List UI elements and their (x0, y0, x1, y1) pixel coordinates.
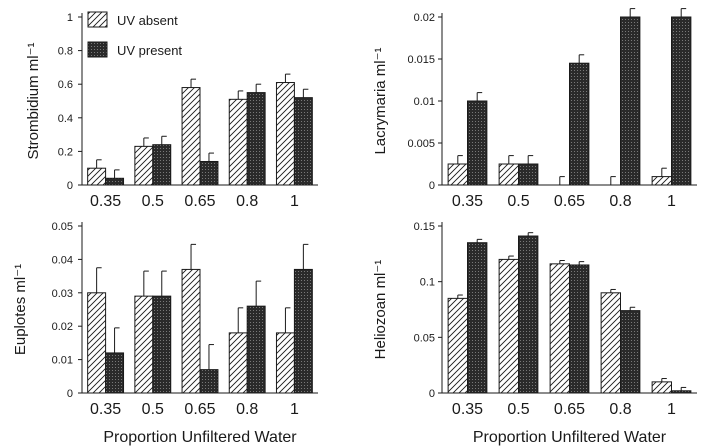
x-tick-label: 1 (290, 401, 299, 418)
bar-uv-present (152, 295, 172, 394)
bar-uv-absent (228, 98, 248, 186)
bar-uv-absent (651, 176, 672, 186)
x-tick-label: 1 (667, 401, 676, 418)
legend: UV absent UV present (87, 11, 182, 58)
bar-uv-absent (651, 381, 672, 394)
y-axis-label: Strombidium ml⁻¹ (25, 42, 42, 159)
bar-uv-present (199, 369, 219, 394)
bar-uv-present (518, 163, 539, 186)
y-axis-label: Lacrymaria ml⁻¹ (372, 47, 389, 154)
bar-uv-present (518, 235, 539, 394)
y-tick-label: 0.02 (52, 321, 73, 333)
bar-uv-absent (600, 292, 621, 394)
bar-uv-present (671, 390, 692, 394)
x-tick-label: 0.8 (236, 401, 258, 418)
x-tick-label: 0.5 (142, 193, 164, 210)
bar-uv-absent (498, 258, 519, 394)
y-tick-label: 0.6 (58, 79, 73, 91)
y-tick-label: 0.8 (58, 46, 73, 58)
y-tick-label: 0.05 (414, 332, 435, 344)
bar-uv-absent (87, 167, 107, 186)
x-axis-label: Proportion Unfiltered Water (473, 429, 667, 446)
x-axis-label: Proportion Unfiltered Water (103, 429, 297, 446)
y-tick-label: 0.05 (52, 221, 73, 233)
y-tick-label: 0.015 (407, 54, 435, 66)
bar-uv-absent (87, 292, 107, 394)
legend-label-uv-absent: UV absent (117, 13, 178, 28)
bar-uv-absent (275, 332, 295, 394)
x-tick-label: 0.5 (142, 401, 164, 418)
x-tick-label: 0.65 (184, 401, 215, 418)
x-tick-label: 0.65 (554, 193, 585, 210)
x-tick-label: 1 (290, 193, 299, 210)
bar-uv-absent (447, 163, 468, 186)
y-tick-label: 0.01 (52, 355, 73, 367)
y-tick-label: 1 (67, 12, 73, 24)
bar-uv-present (569, 264, 590, 394)
bar-uv-absent (228, 332, 248, 394)
y-tick-label: 0.03 (52, 288, 73, 300)
bar-uv-absent (549, 263, 570, 394)
panel-lacrymaria: 0 0.005 0.01 0.015 0.02 Lacrymaria ml⁻¹ 0.35 0.… (372, 8, 697, 210)
bar-uv-present (671, 16, 692, 186)
x-tick-label: 0.8 (609, 193, 631, 210)
bar-uv-absent (498, 163, 519, 186)
y-tick-label: 0 (429, 388, 435, 400)
bar-uv-present (620, 310, 641, 394)
bar-uv-present (569, 62, 590, 186)
panel-euplotes: 0 0.01 0.02 0.03 0.04 0.05 Euplotes ml⁻¹ 0.35 0.… (12, 221, 318, 446)
x-tick-label: 0.65 (184, 193, 215, 210)
bar-uv-present (467, 100, 488, 186)
y-tick-label: 0 (67, 388, 73, 400)
bar-uv-present (246, 92, 266, 186)
x-tick-label: 0.8 (236, 193, 258, 210)
bar-uv-present (620, 16, 641, 186)
legend-swatch-uv-absent (87, 11, 108, 28)
y-tick-label: 0.15 (414, 221, 435, 233)
bar-uv-present (293, 97, 313, 186)
legend-swatch-uv-present (87, 41, 108, 58)
y-tick-label: 0.04 (52, 254, 73, 266)
y-tick-label: 0.2 (58, 146, 73, 158)
bar-uv-present (293, 268, 313, 394)
x-tick-label: 0.65 (554, 401, 585, 418)
bar-uv-absent (181, 87, 201, 186)
y-tick-label: 0 (67, 180, 73, 192)
y-axis-label: Heliozoan ml⁻¹ (372, 260, 389, 360)
x-tick-label: 0.5 (507, 401, 529, 418)
x-tick-label: 0.35 (90, 193, 121, 210)
y-axis-label: Euplotes ml⁻¹ (12, 264, 29, 355)
bar-uv-absent (134, 295, 154, 394)
x-tick-label: 1 (667, 193, 676, 210)
bar-uv-absent (181, 268, 201, 394)
bar-uv-absent (275, 82, 295, 186)
bar-uv-present (152, 144, 172, 186)
y-tick-label: 0.02 (414, 12, 435, 24)
bar-uv-present (246, 305, 266, 394)
x-tick-label: 0.8 (609, 401, 631, 418)
bar-uv-absent (447, 297, 468, 394)
bar-uv-present (105, 177, 125, 186)
x-tick-label: 0.35 (452, 401, 483, 418)
x-tick-label: 0.35 (90, 401, 121, 418)
panel-strombidium: 0 0.2 0.4 0.6 0.8 1 Strombidium ml⁻¹ 0.35 0.5 0.6… (25, 12, 318, 210)
y-tick-label: 0.005 (407, 138, 435, 150)
y-tick-label: 0.01 (414, 96, 435, 108)
y-tick-label: 0.1 (420, 277, 435, 289)
bar-uv-present (105, 352, 125, 394)
bar-uv-present (199, 160, 219, 186)
bar-uv-absent (134, 145, 154, 186)
x-tick-label: 0.35 (452, 193, 483, 210)
bar-uv-present (467, 242, 488, 394)
x-tick-label: 0.5 (507, 193, 529, 210)
y-tick-label: 0 (429, 180, 435, 192)
y-tick-label: 0.4 (58, 113, 73, 125)
panel-heliozoan: 0 0.05 0.1 0.15 Heliozoan ml⁻¹ 0.35 0.5 0.65 0.8… (372, 221, 697, 446)
legend-label-uv-present: UV present (117, 43, 182, 58)
